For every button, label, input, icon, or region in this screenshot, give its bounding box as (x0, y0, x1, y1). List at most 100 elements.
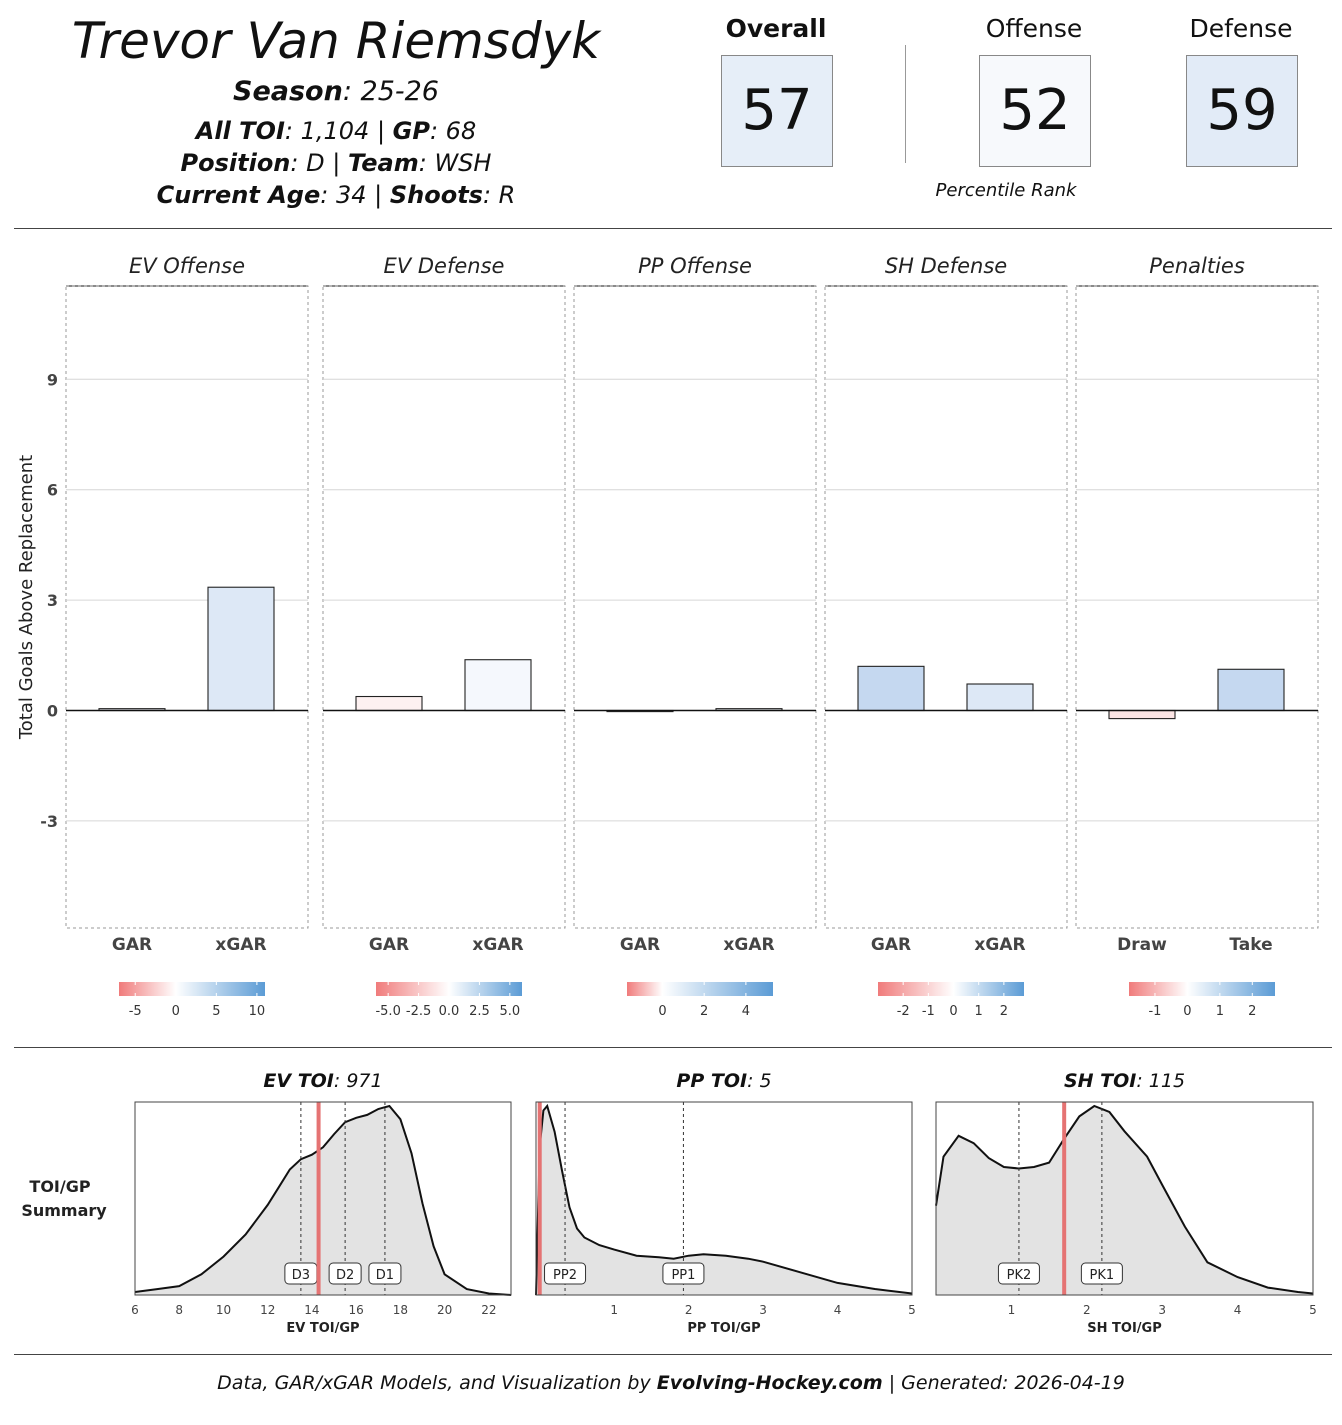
y-axis-title: Total Goals Above Replacement (16, 455, 37, 740)
density-x-tick-label: 6 (131, 1303, 139, 1317)
density-frame (134, 1101, 512, 1296)
panel-frame (322, 285, 566, 929)
legend-tick-label: 0 (172, 1004, 180, 1019)
line-marker-label: PK1 (1090, 1268, 1115, 1283)
line-marker-label-box (368, 1262, 402, 1285)
legend-tick-label: -2.5 (406, 1004, 431, 1019)
bar-xgar (464, 659, 532, 712)
shoots-value: R (498, 181, 516, 209)
panel-frame (824, 285, 1068, 929)
legend-tick-label: 2.5 (469, 1004, 490, 1019)
rank-divider (905, 45, 906, 163)
y-tick-label: -3 (40, 812, 58, 831)
legend-tick-label: -5 (129, 1004, 142, 1019)
x-tick-label: Draw (1117, 935, 1167, 955)
density-x-tick-label: 2 (685, 1303, 693, 1317)
legend-tick-label: 10 (249, 1004, 266, 1019)
x-tick-label: GAR (369, 935, 409, 955)
all-toi-label: All TOI (195, 117, 285, 145)
panel-title: PP Offense (638, 254, 752, 278)
age-line: Current Age: 34 | Shoots: R (156, 181, 516, 209)
density-x-tick-label: 22 (481, 1303, 496, 1317)
density-x-axis-title: EV TOI/GP (286, 1321, 359, 1336)
team-label: Team (347, 149, 419, 177)
legend-tick-label: 0 (1183, 1004, 1191, 1019)
legend-colorbar (1129, 982, 1275, 996)
panel-frame (65, 285, 309, 929)
density-x-tick-label: 10 (216, 1303, 231, 1317)
x-tick-label: Take (1229, 935, 1272, 955)
section-divider (14, 1047, 1332, 1048)
header-divider (14, 228, 1332, 229)
legend-colorbar (119, 982, 265, 996)
team-value: WSH (434, 149, 492, 177)
x-tick-label: xGAR (723, 935, 774, 955)
position-label: Position (180, 149, 291, 177)
bar-gar (857, 665, 925, 712)
defense-rank-label: Defense (1189, 14, 1293, 43)
density-area (536, 1106, 912, 1295)
footer-prefix: Data, GAR/xGAR Models, and Visualization… (217, 1372, 657, 1394)
density-x-tick-label: 8 (175, 1303, 183, 1317)
x-tick-label: GAR (871, 935, 911, 955)
season-line: Season: 25-26 (233, 76, 439, 107)
legend-tick-label: 5 (212, 1004, 220, 1019)
footer-site: Evolving-Hockey.com (656, 1372, 883, 1394)
legend-colorbar (627, 982, 773, 996)
legend-tick-label: 1 (975, 1004, 983, 1019)
line-marker-label-box (997, 1262, 1040, 1285)
gp-value: 68 (445, 117, 477, 145)
legend-tick-label: -2 (897, 1004, 910, 1019)
overall-rank-label: Overall (725, 14, 827, 43)
density-area (936, 1106, 1313, 1295)
season-label: Season (233, 76, 343, 107)
gp-label: GP (392, 117, 430, 145)
legend-tick-label: -1 (1148, 1004, 1161, 1019)
line-marker-label: PK2 (1007, 1268, 1032, 1283)
footer-suffix: | Generated: 2026-04-19 (882, 1372, 1125, 1394)
legend-tick-label: 2 (1248, 1004, 1256, 1019)
density-title: SH TOI: 115 (1064, 1070, 1185, 1092)
player-name: Trevor Van Riemsdyk (71, 12, 601, 70)
y-tick-label: 6 (47, 481, 58, 500)
legend-tick-label: 0.0 (439, 1004, 460, 1019)
bar-draw (1108, 709, 1176, 720)
legend-tick-label: 4 (742, 1004, 750, 1019)
toi-line: All TOI: 1,104 | GP: 68 (195, 117, 477, 145)
density-x-tick-label: 1 (1008, 1303, 1016, 1317)
legend-tick-label: 1 (1216, 1004, 1224, 1019)
percentile-rank-note: Percentile Rank (935, 180, 1077, 201)
panel-title: Penalties (1149, 254, 1245, 278)
age-label: Current Age (156, 181, 321, 209)
density-x-tick-label: 5 (1309, 1303, 1317, 1317)
panel-title: SH Defense (885, 254, 1007, 278)
section-label-line1: TOI/GP (29, 1177, 90, 1196)
density-x-tick-label: 4 (834, 1303, 842, 1317)
legend-tick-label: -5.0 (375, 1004, 400, 1019)
age-value: 34 (335, 181, 367, 209)
density-x-axis-title: PP TOI/GP (687, 1321, 760, 1336)
offense-rank-box: 52 (979, 55, 1091, 167)
density-x-tick-label: 12 (260, 1303, 275, 1317)
density-title: PP TOI: 5 (676, 1070, 771, 1092)
x-tick-label: GAR (112, 935, 152, 955)
bar-gar (355, 695, 423, 712)
density-x-tick-label: 2 (1083, 1303, 1091, 1317)
line-marker-label: D3 (292, 1268, 310, 1283)
shoots-label: Shoots (389, 181, 483, 209)
legend-tick-label: 5.0 (499, 1004, 520, 1019)
x-tick-label: xGAR (215, 935, 266, 955)
line-marker-label: PP2 (553, 1268, 577, 1283)
density-title: EV TOI: 971 (263, 1070, 382, 1092)
density-x-tick-label: 16 (349, 1303, 364, 1317)
line-marker-label-box (544, 1262, 587, 1285)
legend-tick-label: -1 (922, 1004, 935, 1019)
position-value: D (306, 149, 325, 177)
density-x-tick-label: 3 (759, 1303, 767, 1317)
density-x-tick-label: 18 (393, 1303, 408, 1317)
panel-title: EV Offense (129, 254, 245, 278)
bar-xgar (966, 683, 1034, 712)
line-marker-label: D1 (376, 1268, 394, 1283)
density-frame (935, 1101, 1314, 1296)
